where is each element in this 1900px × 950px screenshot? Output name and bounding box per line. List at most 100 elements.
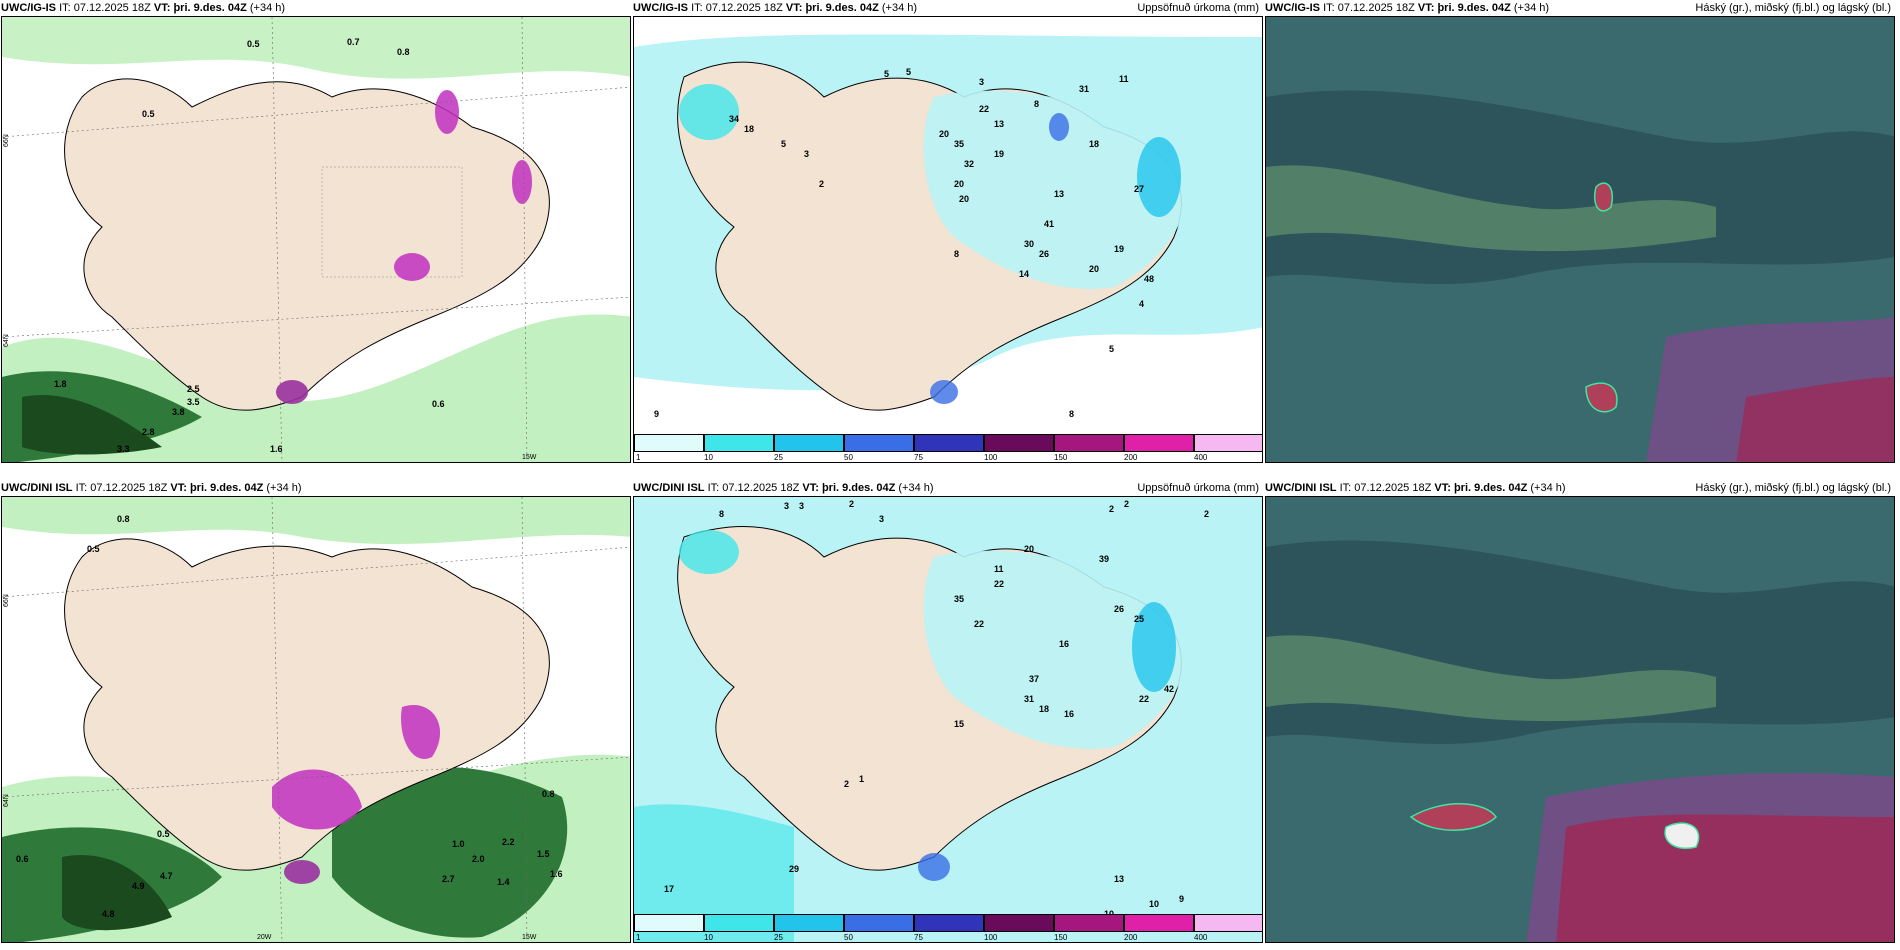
wind-value: 2.7 [442,874,455,884]
precip-value: 29 [789,864,799,874]
model-name: UWC/IG-IS [633,2,688,14]
precip-value: 22 [1139,694,1149,704]
colorbar-segment [704,434,774,452]
precip-value: 2 [849,499,854,509]
colorbar-label: 150 [1054,933,1068,942]
precip-value: 2 [819,179,824,189]
colorbar-segment [844,914,914,932]
wind-value: 1.4 [497,877,510,887]
precip-value: 16 [1059,639,1069,649]
wind-value: 1.6 [270,444,283,454]
precip-value: 31 [1024,694,1034,704]
precip-value: 13 [1054,189,1064,199]
model-name: UWC/IG-IS [1265,2,1320,14]
model-name: UWC/DINI ISL [1,482,73,494]
wind-value: 1.8 [54,379,67,389]
precip-value: 10 [1149,899,1159,909]
colorbar-label: 200 [1124,453,1138,462]
colorbar-label: 1 [636,453,641,462]
colorbar-label: 75 [914,933,923,942]
wind-value: 0.8 [117,514,130,524]
lat-label: 66N [3,134,10,147]
colorbar-segment [1054,914,1124,932]
precip-value: 11 [994,564,1004,574]
wind-map-panel-igis: 0.5 0.7 0.8 1.8 2.5 3.5 3.8 2.8 3.3 1.6 … [1,16,631,463]
wind-map-panel-dini: 0.8 0.5 0.6 4.9 4.7 4.8 1.0 2.0 2.7 1.4 … [1,496,631,943]
precip-value: 18 [744,124,754,134]
lead-time: (+34 h) [266,482,302,494]
field-title: Uppsöfnuð úrkoma (mm) [1137,2,1259,14]
init-label: IT: [707,482,720,494]
colorbar-label: 10 [704,933,713,942]
init-time: 07.12.2025 18Z [1354,482,1432,494]
precip-value: 26 [1039,249,1049,259]
wind-value: 4.7 [160,871,173,881]
wind-value: 1.0 [452,839,465,849]
precip-values: 8 3 3 2 3 2 2 2 29 11 22 20 35 22 39 16 … [664,499,1209,919]
wind-panel-title-igis: UWC/IG-IS IT: 07.12.2025 18Z VT: þri. 9.… [1,0,631,16]
wind-value: 3.8 [172,407,185,417]
colorbar-label: 100 [984,933,998,942]
wind-map-dini: 0.8 0.5 0.6 4.9 4.7 4.8 1.0 2.0 2.7 1.4 … [2,497,630,942]
lat-label: 66N [3,594,10,607]
colorbar-segment [1124,434,1194,452]
precip-value: 48 [1144,274,1154,284]
init-time: 07.12.2025 18Z [1337,2,1415,14]
lead-time: (+34 h) [898,482,934,494]
precip-colorbar [634,914,1262,932]
colorbar-segment [1194,914,1262,932]
precip-value: 30 [1024,239,1034,249]
precip-value: 41 [1044,219,1054,229]
precip-value: 22 [974,619,984,629]
precip-value: 8 [719,509,724,519]
valid-label: VT: [785,2,803,14]
precip-value: 39 [1099,554,1109,564]
lon-label: 20W [257,934,272,941]
field-title: Uppsöfnuð úrkoma (mm) [1137,482,1259,494]
colorbar-segment [704,914,774,932]
precip-value: 5 [781,139,786,149]
precip-value: 5 [1109,344,1114,354]
field-title: Háský (gr.), miðský (fj.bl.) og lágský (… [1695,482,1891,494]
precip-value: 1 [859,774,864,784]
init-time: 07.12.2025 18Z [73,2,151,14]
lead-time: (+34 h) [1513,2,1550,14]
colorbar-label: 200 [1124,933,1138,942]
valid-time: þri. 9.des. 04Z [805,2,879,14]
precip-value: 35 [954,139,964,149]
field-title: Háský (gr.), miðský (fj.bl.) og lágský (… [1695,2,1891,14]
colorbar-label: 50 [844,453,853,462]
precip-map-panel-igis: 5 5 3 8 22 31 11 20 35 13 18 27 41 20 32… [633,16,1263,463]
model-name: UWC/DINI ISL [1265,482,1337,494]
valid-label: VT: [802,482,819,494]
colorbar-label: 75 [914,453,923,462]
precip-value: 34 [729,114,739,124]
precip-value: 8 [1069,409,1074,419]
precip-colorbar [634,434,1262,452]
precip-value: 17 [664,884,674,894]
wind-panel-title-dini: UWC/DINI ISL IT: 07.12.2025 18Z VT: þri.… [1,480,631,496]
precip-values: 5 5 3 8 22 31 11 20 35 13 18 27 41 20 32… [654,67,1154,419]
colorbar-segment [914,434,984,452]
precip-value: 4 [1139,299,1144,309]
valid-label: VT: [1434,482,1451,494]
precip-value: 35 [954,594,964,604]
lon-label: 15W [522,454,537,461]
wind-value: 0.8 [542,789,555,799]
init-time: 07.12.2025 18Z [705,2,783,14]
model-name: UWC/DINI ISL [633,482,705,494]
precip-value: 18 [1089,139,1099,149]
precip-value: 19 [994,149,1004,159]
precip-value: 22 [994,579,1004,589]
wind-value: 4.9 [132,881,145,891]
precip-map-dini: 8 3 3 2 3 2 2 2 29 11 22 20 35 22 39 16 … [634,497,1262,942]
precip-value: 5 [906,67,911,77]
valid-time: þri. 9.des. 04Z [173,2,247,14]
precip-value: 11 [1119,74,1129,84]
cloud-panel-title-igis: UWC/IG-IS IT: 07.12.2025 18Z VT: þri. 9.… [1265,0,1895,16]
cloud-map-dini [1266,497,1894,942]
colorbar-segment [914,914,984,932]
init-time: 07.12.2025 18Z [722,482,800,494]
wind-value: 4.8 [102,909,115,919]
colorbar-label: 10 [704,453,713,462]
